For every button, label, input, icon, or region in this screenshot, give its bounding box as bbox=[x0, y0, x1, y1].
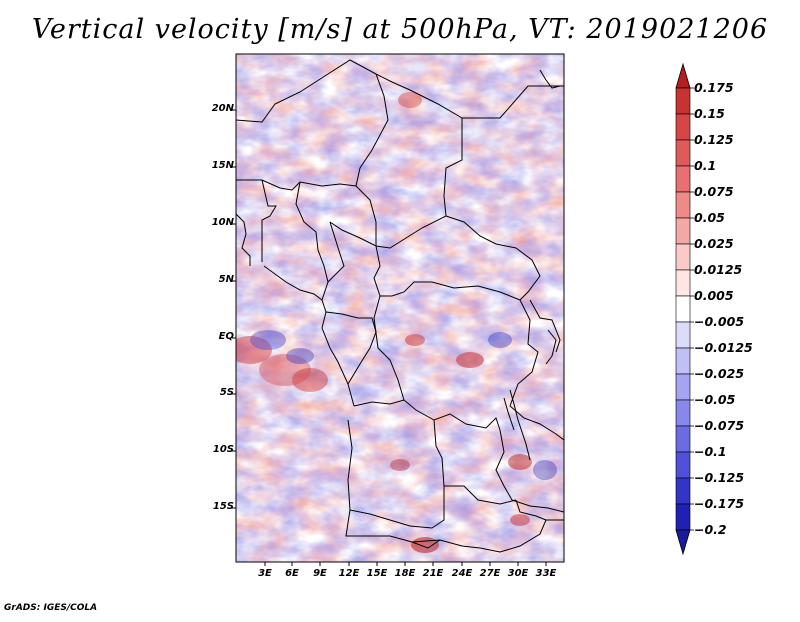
colorbar-swatch bbox=[675, 451, 691, 479]
colorbar-swatch bbox=[675, 477, 691, 505]
colorbar-label: 0.1 bbox=[694, 158, 717, 173]
colorbar-swatch bbox=[675, 87, 691, 115]
colorbar-swatch bbox=[675, 503, 691, 531]
field-accent bbox=[456, 352, 484, 368]
colorbar-swatch bbox=[675, 243, 691, 271]
colorbar-swatch bbox=[675, 399, 691, 427]
colorbar-label: −0.1 bbox=[694, 444, 727, 459]
vertical-velocity-field bbox=[236, 54, 564, 562]
colorbar-label: −0.2 bbox=[694, 522, 727, 537]
field-accent bbox=[411, 537, 439, 553]
lat-label: 10S bbox=[212, 444, 234, 455]
lat-label: 5S bbox=[219, 387, 234, 398]
colorbar-swatch bbox=[675, 425, 691, 453]
colorbar-label: −0.0125 bbox=[694, 340, 753, 355]
lat-label: 15N bbox=[211, 160, 234, 171]
field-accent bbox=[488, 332, 512, 348]
field-accent bbox=[405, 334, 425, 346]
colorbar-label: −0.175 bbox=[694, 496, 745, 511]
colorbar-swatch bbox=[675, 295, 691, 323]
colorbar-label: 0.025 bbox=[694, 236, 734, 251]
colorbar-swatch bbox=[675, 321, 691, 349]
colorbar-bottom-arrow bbox=[675, 529, 691, 556]
colorbar-label: 0.05 bbox=[694, 210, 725, 225]
colorbar-swatch bbox=[675, 139, 691, 167]
lon-label: 3E bbox=[258, 568, 272, 579]
colorbar-label: −0.125 bbox=[694, 470, 745, 485]
lon-label: 9E bbox=[313, 568, 327, 579]
lon-label: 33E bbox=[535, 568, 557, 579]
colorbar-label: 0.15 bbox=[694, 106, 725, 121]
field-accent bbox=[508, 454, 532, 470]
colorbar-swatch bbox=[675, 217, 691, 245]
field-accent bbox=[236, 336, 272, 364]
lon-label: 24E bbox=[451, 568, 473, 579]
field-accent bbox=[292, 368, 328, 392]
colorbar-swatch bbox=[675, 113, 691, 141]
field-accent bbox=[398, 92, 422, 108]
lon-label: 15E bbox=[366, 568, 388, 579]
map-frame bbox=[235, 53, 565, 563]
lat-label: 20N bbox=[211, 103, 234, 114]
colorbar-swatch bbox=[675, 165, 691, 193]
lon-label: 27E bbox=[479, 568, 501, 579]
lat-label: 10N bbox=[211, 217, 234, 228]
colorbar-top-arrow bbox=[675, 62, 691, 89]
field-accent bbox=[510, 514, 530, 526]
colorbar-swatch bbox=[675, 191, 691, 219]
colorbar-label: 0.175 bbox=[694, 80, 734, 95]
colorbar-swatch bbox=[675, 373, 691, 401]
field-accent bbox=[286, 348, 314, 364]
colorbar-label: 0.005 bbox=[694, 288, 734, 303]
colorbar bbox=[675, 62, 694, 556]
grads-credit: GrADS: IGES/COLA bbox=[4, 603, 98, 613]
colorbar-label: −0.005 bbox=[694, 314, 745, 329]
country-borders bbox=[236, 59, 564, 553]
field-accent bbox=[390, 459, 410, 471]
colorbar-label: −0.075 bbox=[694, 418, 745, 433]
colorbar-swatch bbox=[675, 347, 691, 375]
lat-label: 5N bbox=[218, 274, 234, 285]
field-accent bbox=[533, 460, 557, 480]
colorbar-label: 0.0125 bbox=[694, 262, 743, 277]
lon-label: 6E bbox=[285, 568, 299, 579]
colorbar-label: 0.075 bbox=[694, 184, 734, 199]
latitude-ticks bbox=[232, 109, 236, 509]
lon-label: 18E bbox=[394, 568, 416, 579]
lat-label: EQ bbox=[218, 331, 234, 342]
lon-label: 12E bbox=[338, 568, 360, 579]
colorbar-label: −0.05 bbox=[694, 392, 736, 407]
lat-label: 15S bbox=[212, 501, 234, 512]
lon-label: 21E bbox=[422, 568, 444, 579]
field-accent bbox=[250, 330, 286, 350]
map-title: Vertical velocity [m/s] at 500hPa, VT: 2… bbox=[31, 14, 769, 45]
field-accents bbox=[236, 92, 557, 553]
longitude-ticks bbox=[264, 562, 547, 566]
lon-label: 30E bbox=[507, 568, 529, 579]
colorbar-label: −0.025 bbox=[694, 366, 745, 381]
colorbar-label: 0.125 bbox=[694, 132, 734, 147]
colorbar-swatch bbox=[675, 269, 691, 297]
